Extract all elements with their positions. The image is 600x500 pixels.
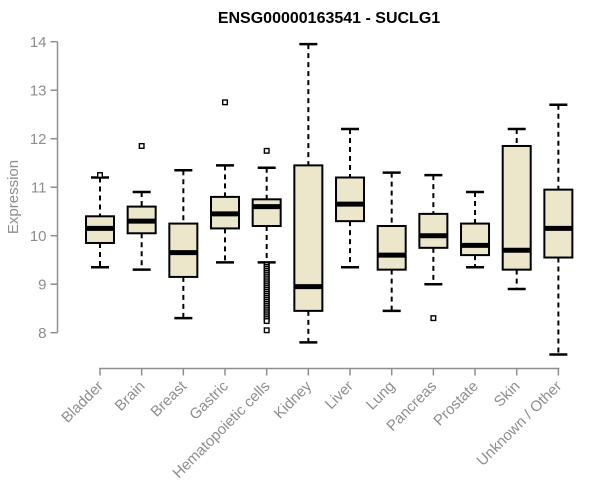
y-tick-label: 12	[30, 131, 47, 148]
y-tick-label: 8	[38, 325, 46, 342]
x-tick-label: Liver	[322, 378, 357, 413]
outlier-marker	[263, 318, 270, 325]
iqr-box	[251, 198, 282, 227]
x-tick-label: Bladder	[58, 378, 107, 427]
box-group	[460, 190, 491, 269]
box-group	[210, 99, 241, 264]
outlier-marker	[263, 147, 270, 154]
y-tick-label: 11	[31, 179, 47, 196]
x-tick-label: Skin	[491, 378, 524, 411]
x-tick-label: Prostate	[430, 378, 482, 430]
iqr-box	[543, 188, 574, 259]
outlier-marker	[430, 315, 437, 322]
y-tick-label: 13	[30, 82, 47, 99]
box-group	[293, 42, 324, 344]
box-group	[126, 142, 157, 271]
box-group	[376, 171, 407, 313]
box-group	[543, 103, 574, 356]
iqr-box	[376, 225, 407, 271]
x-tick-label: Lung	[363, 378, 399, 414]
box-group	[85, 172, 115, 269]
box-series	[85, 42, 574, 356]
iqr-box	[418, 212, 449, 249]
y-axis-label: Expression	[5, 160, 22, 234]
y-tick-label: 10	[30, 228, 47, 245]
box-group	[168, 168, 199, 320]
chart-title: ENSG00000163541 - SUCLG1	[218, 10, 440, 27]
y-tick-label: 14	[30, 34, 47, 51]
outlier-marker	[222, 99, 229, 106]
outlier-marker	[263, 327, 270, 334]
iqr-box	[335, 176, 366, 223]
box-group	[251, 147, 282, 334]
box-group	[501, 127, 532, 291]
x-tick-label: Brain	[112, 378, 149, 415]
iqr-box	[460, 222, 491, 257]
outlier-marker	[138, 142, 145, 149]
x-tick-label: Breast	[147, 377, 190, 420]
box-group	[335, 127, 366, 269]
x-tick-label: Kidney	[271, 377, 316, 422]
outlier-marker	[96, 172, 103, 179]
y-tick-label: 9	[38, 276, 46, 293]
box-group	[418, 173, 449, 322]
